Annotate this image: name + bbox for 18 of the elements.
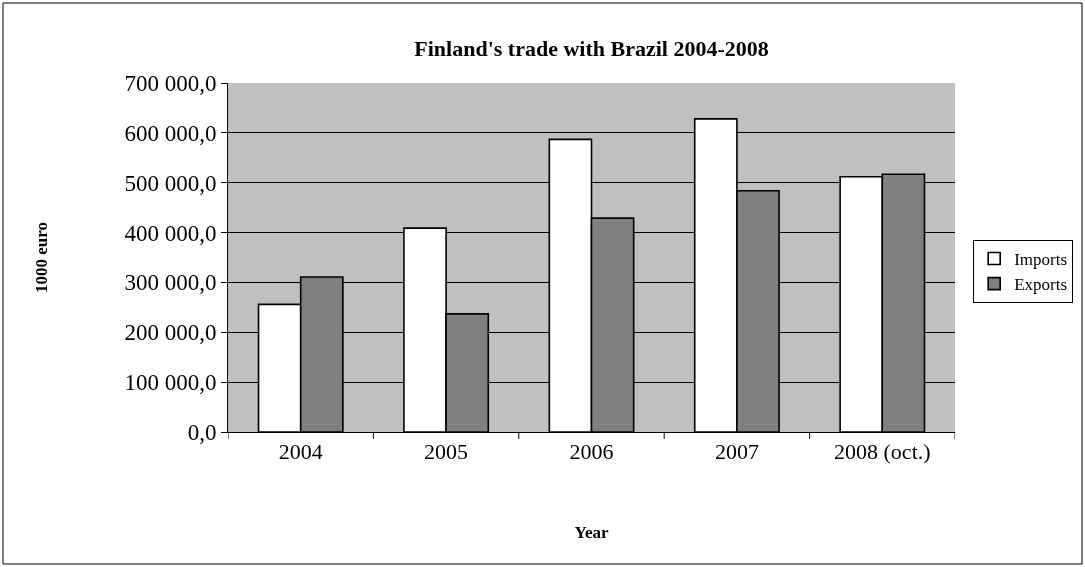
x-axis-title: Year	[574, 522, 609, 542]
x-tick-label: 2006	[569, 439, 614, 465]
legend-label: Exports	[1014, 275, 1068, 295]
y-tick-label: 400 000,0	[124, 220, 217, 246]
y-tick-label: 700 000,0	[124, 71, 217, 97]
legend-label: Imports	[1014, 250, 1068, 270]
x-tick-label: 2008 (oct.)	[834, 439, 931, 465]
y-tick-label: 0,0	[187, 420, 217, 446]
y-tick-label: 100 000,0	[124, 370, 217, 396]
x-tick-label: 2007	[714, 439, 759, 465]
chart-title: Finland's trade with Brazil 2004-2008	[414, 35, 769, 61]
x-tick-label: 2004	[278, 439, 323, 465]
y-tick-label: 200 000,0	[124, 320, 217, 346]
y-axis-title: 1000 euro	[31, 222, 51, 293]
y-tick-label: 500 000,0	[124, 170, 217, 196]
x-tick-label: 2005	[424, 439, 469, 465]
y-tick-label: 300 000,0	[124, 270, 217, 296]
y-tick-label: 600 000,0	[124, 120, 217, 146]
